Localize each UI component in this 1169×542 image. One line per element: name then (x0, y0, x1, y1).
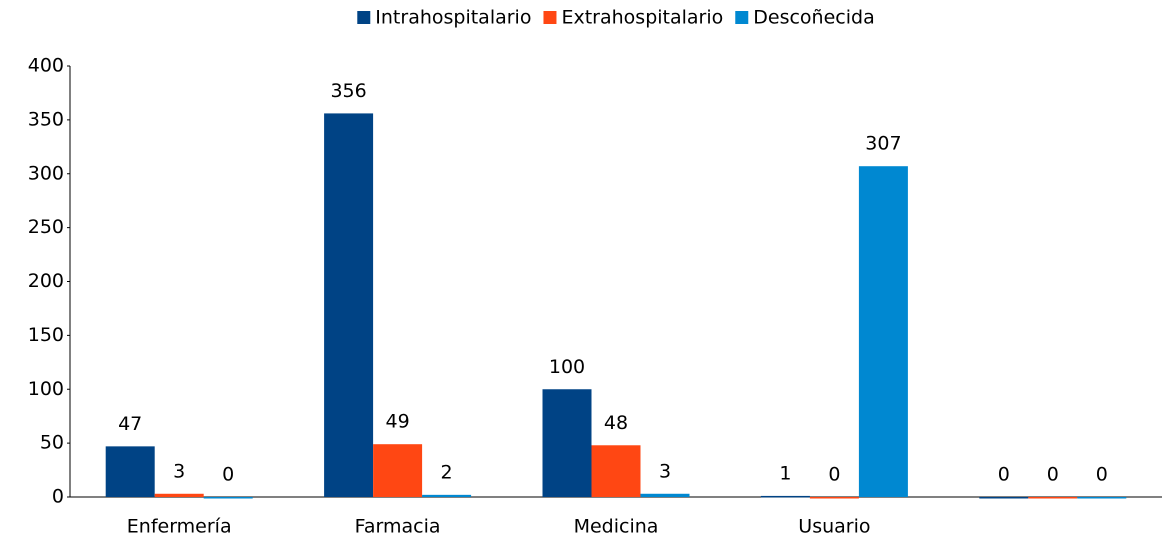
y-tick-label: 50 (40, 432, 64, 454)
bar (640, 493, 690, 497)
y-tick-label: 400 (28, 55, 64, 77)
legend-swatch (543, 11, 557, 24)
value-label: 3 (173, 460, 185, 482)
legend-label: Extrahospitalario (561, 7, 723, 29)
bar (373, 444, 423, 497)
value-label: 49 (386, 411, 410, 433)
x-tick-label: Farmacia (355, 516, 441, 538)
value-label: 0 (1096, 464, 1108, 486)
value-label: 307 (865, 133, 901, 155)
bar (760, 495, 810, 498)
value-label: 0 (1047, 464, 1059, 486)
y-tick-label: 250 (28, 216, 64, 238)
legend-swatch (357, 11, 371, 24)
bar (422, 494, 472, 497)
value-label: 356 (330, 80, 366, 102)
value-label: 0 (998, 464, 1010, 486)
x-tick-label: Usuario (798, 516, 870, 538)
value-label: 48 (604, 412, 628, 434)
value-label: 0 (828, 464, 840, 486)
bar (324, 113, 374, 497)
y-tick-label: 350 (28, 108, 64, 130)
bar (203, 497, 253, 499)
y-tick-label: 200 (28, 270, 64, 292)
y-tick-label: 300 (28, 162, 64, 184)
bar (154, 493, 204, 497)
legend-label: Intrahospitalario (375, 7, 531, 29)
x-tick-label: Enfermería (127, 516, 232, 538)
y-tick-label: 150 (28, 324, 64, 346)
bar (591, 445, 641, 497)
value-label: 0 (222, 464, 234, 486)
value-label: 47 (118, 413, 142, 435)
value-label: 3 (659, 460, 671, 482)
bar (809, 497, 859, 499)
bar (979, 497, 1029, 499)
bar (105, 446, 155, 497)
bar (858, 166, 908, 497)
y-tick-label: 100 (28, 378, 64, 400)
legend-swatch (735, 11, 749, 24)
value-label: 1 (779, 462, 791, 484)
x-tick-label: Medicina (574, 516, 659, 538)
bar (1077, 497, 1127, 499)
bar (1028, 497, 1078, 499)
value-label: 2 (441, 461, 453, 483)
legend-label: Descoñecida (753, 7, 874, 29)
bar (542, 389, 592, 497)
value-label: 100 (549, 356, 585, 378)
y-tick-label: 0 (52, 486, 64, 508)
